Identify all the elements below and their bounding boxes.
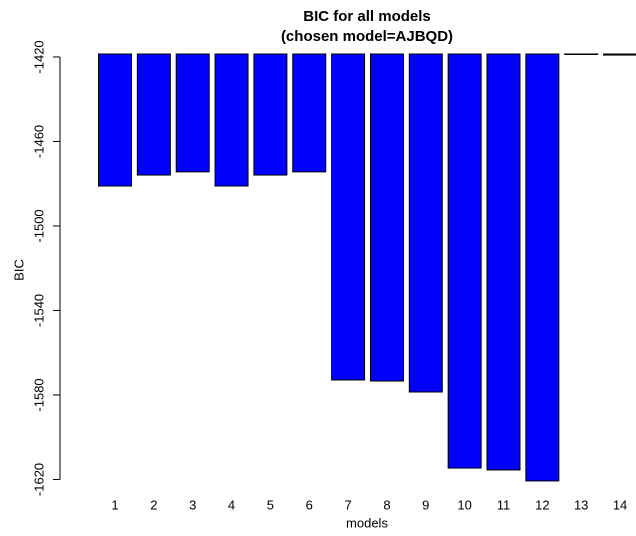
bar xyxy=(486,53,521,471)
bar xyxy=(292,53,327,173)
x-tick-label: 13 xyxy=(574,497,588,512)
y-tick-label: -1580 xyxy=(31,378,46,411)
x-tick-label: 1 xyxy=(111,497,118,512)
x-tick-label: 11 xyxy=(497,497,511,512)
x-tick-label: 10 xyxy=(457,497,471,512)
bar xyxy=(214,53,249,187)
y-tick-label: -1420 xyxy=(31,40,46,73)
bar xyxy=(253,53,288,176)
x-tick-label: 3 xyxy=(189,497,196,512)
bar xyxy=(175,53,210,173)
bar xyxy=(447,53,482,469)
y-tick-label: -1500 xyxy=(31,209,46,242)
x-tick-label: 6 xyxy=(306,497,313,512)
y-tick-label: -1540 xyxy=(31,294,46,327)
bar xyxy=(136,53,171,176)
x-tick-label: 5 xyxy=(267,497,274,512)
bar xyxy=(98,53,132,187)
bar xyxy=(564,53,599,55)
x-tick-label: 9 xyxy=(422,497,429,512)
x-axis-title: models xyxy=(346,515,388,530)
x-tick-label: 14 xyxy=(613,497,627,512)
bar xyxy=(408,53,443,393)
bar xyxy=(603,53,636,56)
x-tick-label: 8 xyxy=(383,497,390,512)
x-tick-label: 12 xyxy=(535,497,549,512)
x-tick-label: 7 xyxy=(344,497,351,512)
y-axis-title: BIC xyxy=(11,259,26,281)
y-tick-label: -1620 xyxy=(31,463,46,496)
y-tick-label: -1460 xyxy=(31,125,46,158)
bar xyxy=(369,53,404,382)
x-tick-label: 4 xyxy=(228,497,235,512)
bar xyxy=(525,53,560,482)
x-tick-label: 2 xyxy=(150,497,157,512)
bar xyxy=(331,53,366,381)
chart-subtitle: (chosen model=AJBQD) xyxy=(281,28,453,45)
chart-title: BIC for all models xyxy=(303,8,431,25)
